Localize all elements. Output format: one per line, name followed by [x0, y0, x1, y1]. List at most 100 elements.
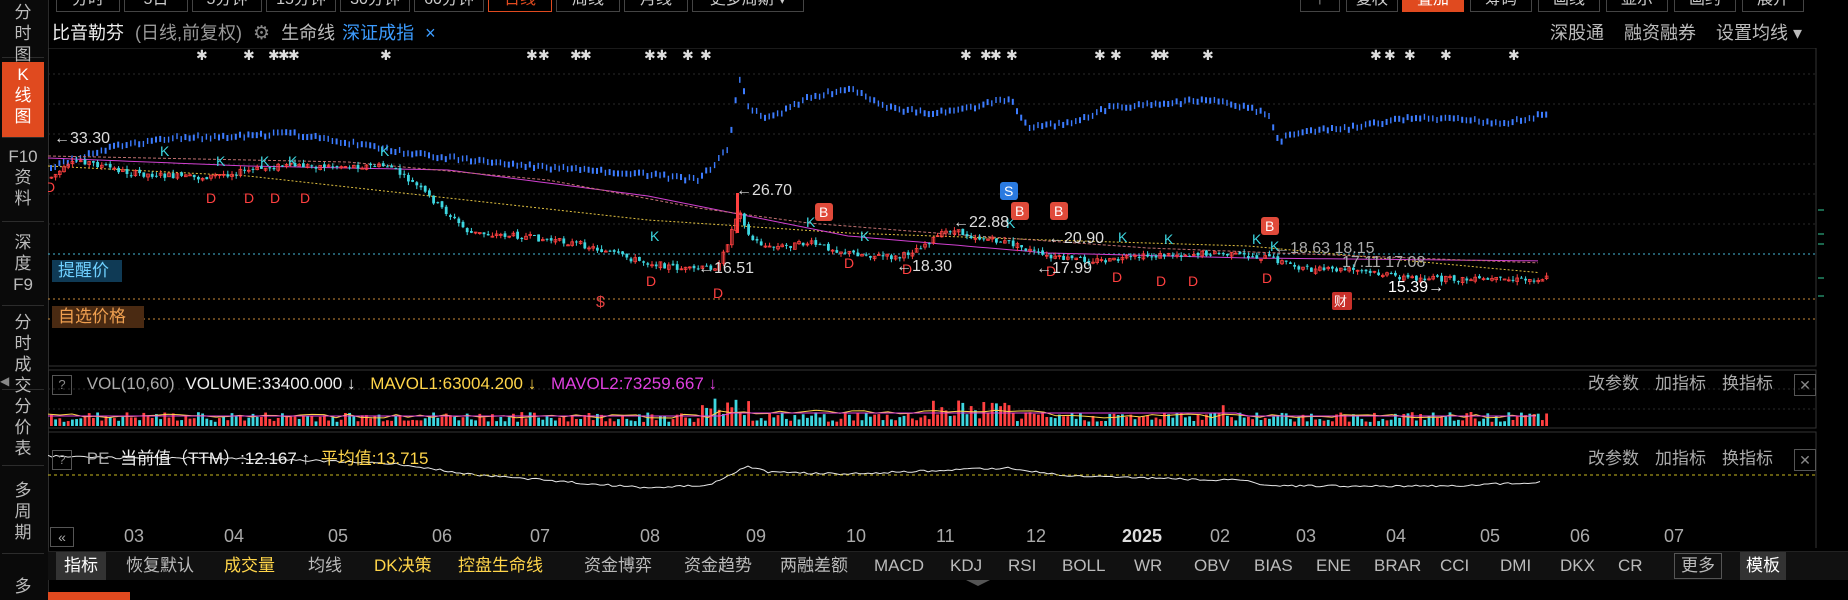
buy-badge-1[interactable]: B [815, 203, 833, 221]
vol-switch-indicator-button[interactable]: 换指标 [1722, 374, 1773, 393]
tab-draw[interactable]: 画线 [1538, 0, 1600, 12]
sell-badge[interactable]: S [1000, 182, 1018, 200]
tab-5min[interactable]: 5分钟 [192, 0, 262, 12]
indicator-tab-10[interactable]: KDJ [950, 556, 983, 575]
dividend-dollar-icon[interactable]: $ [596, 294, 605, 311]
indicator-tab-17[interactable]: BRAR [1374, 556, 1422, 575]
svg-text:B: B [1265, 218, 1274, 234]
indicator-tab-12[interactable]: BOLL [1062, 556, 1106, 575]
nav-multi-period[interactable]: 多周期 [2, 478, 44, 554]
scroll-left-icon[interactable]: « [50, 527, 74, 547]
volume-bar [512, 413, 515, 426]
indicator-tab-4[interactable]: DK决策 [374, 556, 432, 575]
indicator-tab-5[interactable]: 控盘生命线 [458, 556, 543, 575]
indicator-tab-22[interactable]: 更多 [1674, 553, 1722, 579]
candle-body [709, 265, 713, 270]
indicator-tab-9[interactable]: MACD [874, 556, 925, 575]
pe-add-indicator-button[interactable]: 加指标 [1655, 449, 1706, 468]
indicator-tab-23[interactable]: 模板 [1740, 552, 1786, 580]
indicator-tab-21[interactable]: CR [1618, 556, 1643, 575]
settings-gear-icon[interactable]: ⚙ [253, 23, 271, 44]
candle-body [200, 177, 205, 181]
shgt-button[interactable]: 深股通 [1550, 23, 1604, 43]
tab-expand[interactable]: 展开 [1742, 0, 1804, 12]
candle-body [1457, 281, 1460, 283]
volume-bar [318, 416, 322, 426]
tab-up-arrow[interactable]: ↑ [1300, 0, 1340, 12]
indicator-tab-8[interactable]: 两融差额 [780, 556, 848, 575]
indicator-tab-14[interactable]: OBV [1194, 556, 1230, 575]
candle-body [658, 261, 663, 269]
candle-body [213, 174, 218, 177]
buy-badge-2[interactable]: B [1011, 202, 1029, 220]
bar-toggle-icon[interactable] [966, 580, 990, 586]
margin-trading-button[interactable]: 融资融券 [1624, 23, 1696, 43]
volume-bar [1301, 414, 1305, 426]
remove-overlay-close-icon[interactable]: × [425, 23, 436, 43]
vol-help-icon[interactable]: ? [52, 374, 72, 395]
nav-more[interactable]: 多 [2, 574, 44, 600]
reminder-price-tag[interactable]: 提醒价 [52, 260, 122, 282]
financial-report-badge[interactable]: 财 [1332, 292, 1352, 310]
tab-60min[interactable]: 60分钟 [414, 0, 484, 12]
pe-help-icon[interactable]: ? [52, 449, 72, 470]
tab-fuquan[interactable]: 复权 [1346, 0, 1398, 12]
vol-close-icon[interactable]: ✕ [1794, 374, 1816, 396]
tab-display[interactable]: 显示 [1606, 0, 1668, 12]
candle-body [302, 163, 305, 168]
nav-depth[interactable]: 深度 F9 [2, 230, 44, 306]
tab-30min[interactable]: 30分钟 [340, 0, 410, 12]
pe-edit-params-button[interactable]: 改参数 [1588, 449, 1639, 468]
indicator-tab-13[interactable]: WR [1134, 556, 1163, 575]
event-star-icon: ✱ [288, 48, 300, 63]
nav-f10[interactable]: F10 资料 [2, 144, 44, 222]
candle-body [540, 239, 545, 242]
candle-body [1385, 272, 1389, 276]
indicator-tab-1[interactable]: 恢复默认 [126, 556, 194, 575]
indicator-tab-15[interactable]: BIAS [1254, 556, 1293, 575]
tab-5day[interactable]: 5日 [124, 0, 188, 12]
candle-body [692, 265, 696, 269]
indicator-tab-7[interactable]: 资金趋势 [684, 556, 752, 575]
volume-bar [1284, 413, 1288, 426]
vol-add-indicator-button[interactable]: 加指标 [1655, 374, 1706, 393]
nav-price-table[interactable]: 分价表 [2, 394, 44, 466]
tab-daily[interactable]: 日线 [488, 0, 552, 12]
tab-draw-about[interactable]: 画约 [1674, 0, 1736, 12]
volume-bar [71, 419, 74, 426]
pe-switch-indicator-button[interactable]: 换指标 [1722, 449, 1773, 468]
vol-edit-params-button[interactable]: 改参数 [1588, 374, 1639, 393]
indicator-tab-0[interactable]: 指标 [56, 552, 106, 580]
collapse-arrow-icon[interactable]: ◀ [0, 374, 10, 388]
indicator-tab-2[interactable]: 成交量 [224, 556, 275, 575]
candle-body [326, 164, 331, 168]
candle-body [343, 166, 348, 168]
pe-close-icon[interactable]: ✕ [1794, 449, 1816, 471]
buy-badge-3[interactable]: B [1050, 202, 1068, 220]
volume-bar [566, 421, 570, 426]
tab-monthly[interactable]: 月线 [624, 0, 688, 12]
tab-15min[interactable]: 15分钟 [266, 0, 336, 12]
tab-intraday[interactable]: 分时 [56, 0, 120, 12]
indicator-tab-6[interactable]: 资金博弈 [584, 556, 652, 575]
tab-overlay[interactable]: 叠加 [1402, 0, 1464, 12]
custom-price-tag[interactable]: 自选价格 [52, 306, 144, 328]
overlay-index-name[interactable]: 深证成指 [342, 23, 415, 43]
tab-more-periods[interactable]: 更多周期 ▾ [692, 0, 804, 12]
indicator-tab-16[interactable]: ENE [1316, 556, 1351, 575]
indicator-tab-3[interactable]: 均线 [308, 556, 342, 575]
nav-ticks[interactable]: 分时成交 [2, 310, 44, 395]
buy-badge-4[interactable]: B [1261, 217, 1279, 235]
indicator-tab-18[interactable]: CCI [1440, 556, 1470, 575]
indicator-tab-19[interactable]: DMI [1500, 556, 1532, 575]
tab-chips[interactable]: 筹码 [1470, 0, 1532, 12]
indicator-tab-11[interactable]: RSI [1008, 556, 1037, 575]
set-ma-button[interactable]: 设置均线 ▾ [1716, 23, 1803, 43]
nav-intraday[interactable]: 分时图 [2, 0, 44, 64]
candle-body [524, 235, 528, 240]
tab-weekly[interactable]: 周线 [556, 0, 620, 12]
candle-body [323, 164, 326, 168]
indicator-tab-20[interactable]: DKX [1560, 556, 1595, 575]
